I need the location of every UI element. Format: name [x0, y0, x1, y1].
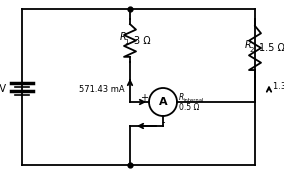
Text: 3 Ω: 3 Ω: [134, 36, 151, 45]
Text: 1.5 Ω: 1.5 Ω: [259, 43, 284, 53]
Text: 1.333 A: 1.333 A: [273, 82, 284, 91]
Text: 571.43 mA: 571.43 mA: [79, 85, 125, 95]
Text: internal: internal: [184, 98, 204, 102]
Text: A: A: [159, 97, 167, 107]
Text: 2: 2: [250, 47, 254, 53]
Text: -: -: [161, 117, 165, 127]
Text: 0.5 Ω: 0.5 Ω: [179, 102, 199, 112]
Text: R: R: [119, 33, 126, 42]
Text: 2 V: 2 V: [0, 84, 6, 94]
Text: R: R: [244, 40, 251, 50]
Text: +: +: [140, 93, 148, 103]
Text: R: R: [179, 93, 184, 101]
Text: 1: 1: [124, 39, 129, 45]
